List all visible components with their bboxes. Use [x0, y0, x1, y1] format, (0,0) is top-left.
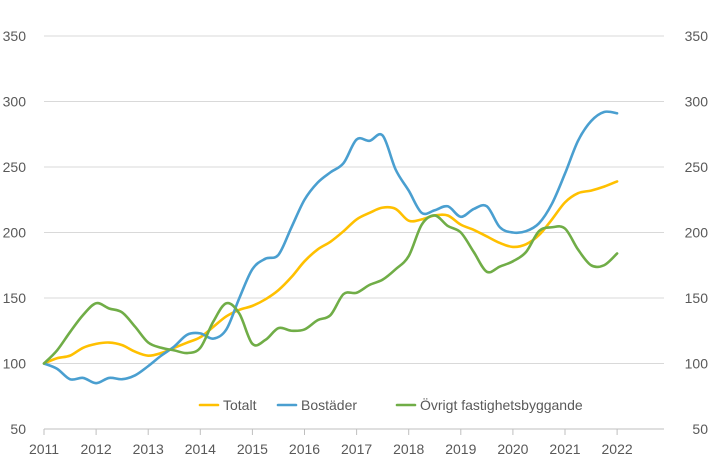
- legend: Totalt Bostäder Övrigt fastighetsbyggande: [198, 396, 583, 413]
- y-tick-label-right: 150: [685, 290, 709, 306]
- y-tick-label-right: 300: [685, 94, 709, 110]
- y-tick-label-left: 250: [3, 159, 27, 175]
- series-line-övrigt-fastighetsbyggande: [42, 214, 619, 365]
- x-tick-label: 2012: [81, 441, 112, 457]
- x-tick-label: 2011: [29, 441, 59, 457]
- y-tick-label-right: 250: [685, 159, 709, 175]
- x-tick-label: 2020: [497, 441, 528, 457]
- x-tick-label: 2015: [237, 441, 268, 457]
- x-tick-label: 2022: [602, 441, 633, 457]
- x-tick-label: 2019: [445, 441, 476, 457]
- x-tick-label: 2017: [341, 441, 372, 457]
- x-tick-label: 2013: [133, 441, 164, 457]
- y-tick-label-left: 350: [3, 28, 27, 44]
- legend-label-bostäder: Bostäder: [301, 397, 357, 413]
- legend-label-övrigt-fastighetsbyggande: Övrigt fastighetsbyggande: [420, 396, 583, 413]
- x-tick-label: 2014: [185, 441, 216, 457]
- y-tick-label-right: 200: [685, 225, 709, 241]
- x-tick-label: 2018: [393, 441, 424, 457]
- series-line-bostäder: [42, 110, 619, 385]
- axes: 50 50 100 100 150 150 200 200 250 250 300 300 350 350…: [3, 28, 709, 457]
- x-tick-label: 2021: [549, 441, 580, 457]
- series-line-totalt: [42, 180, 619, 365]
- y-tick-label-right: 100: [685, 356, 709, 372]
- y-tick-label-left: 50: [10, 421, 26, 437]
- x-tick-label: 2016: [289, 441, 320, 457]
- y-tick-label-left: 150: [3, 290, 27, 306]
- series-lines: [42, 110, 619, 385]
- y-tick-label-left: 300: [3, 94, 27, 110]
- legend-label-totalt: Totalt: [223, 397, 257, 413]
- y-tick-label-left: 100: [3, 356, 27, 372]
- y-tick-label-right: 50: [692, 421, 708, 437]
- gridlines: [44, 35, 664, 364]
- y-tick-label-right: 350: [685, 28, 709, 44]
- y-tick-label-left: 200: [3, 225, 27, 241]
